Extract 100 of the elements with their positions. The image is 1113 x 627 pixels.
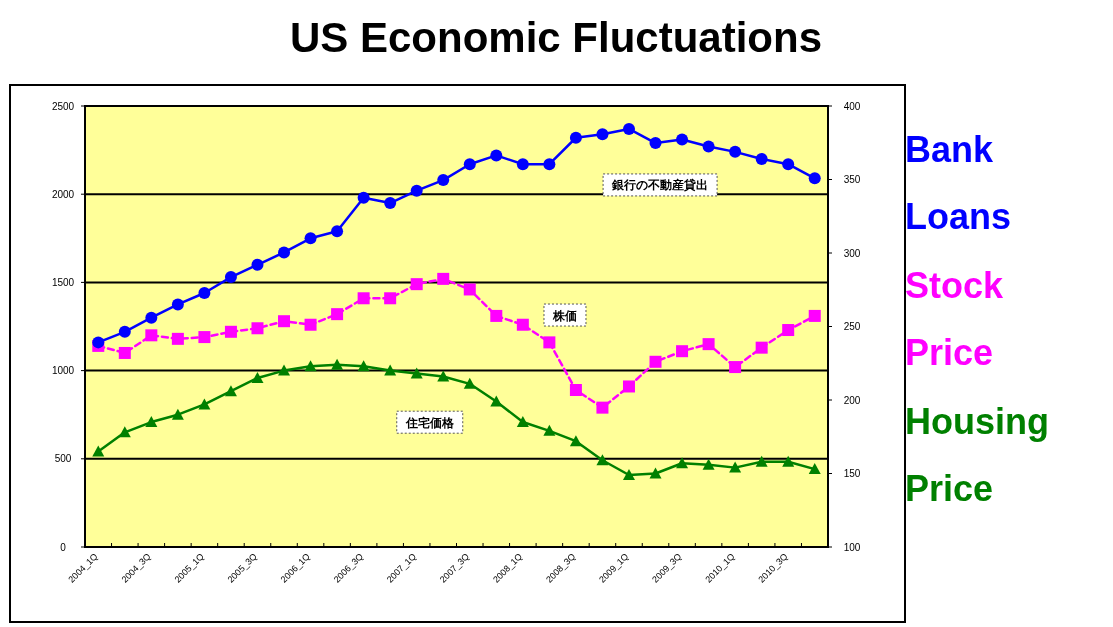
point [463,283,476,296]
point [543,424,556,436]
point [808,309,821,322]
point [304,232,317,245]
point [118,325,131,338]
point [384,197,397,210]
point [490,149,503,162]
point [516,318,529,331]
point [331,308,344,321]
y-tick-label: 1000 [51,365,75,377]
point [278,246,291,259]
point [384,292,397,305]
point [543,336,556,349]
point [729,361,742,374]
point [145,311,158,324]
point [649,355,662,368]
y2-tick-label: 200 [843,394,861,406]
point [622,468,635,480]
point [782,158,795,171]
point [702,338,715,351]
point [516,416,529,428]
y-tick-label: 500 [54,453,72,465]
point [782,324,795,337]
point [145,416,158,428]
y2-tick-label: 100 [843,541,861,553]
point [410,367,423,379]
point [782,455,795,467]
text: Stock Price [905,265,1005,373]
point [278,364,291,376]
point [331,358,344,370]
point [702,458,715,470]
point [437,370,450,382]
point [622,380,635,393]
point [729,145,742,158]
point [755,152,768,165]
point [649,467,662,479]
y-tick-label: 0 [60,541,67,553]
y-tick-label: 2000 [51,188,75,200]
point [357,191,370,204]
point [198,286,211,299]
point [622,122,635,135]
point [490,309,503,322]
point [331,225,344,238]
point [410,278,423,291]
point [198,398,211,410]
point [676,133,689,146]
point [755,455,768,467]
y-tick-label: 1500 [51,276,75,288]
point [145,329,158,342]
point [304,318,317,331]
point [304,360,317,372]
point [569,384,582,396]
point [808,172,821,185]
point [171,408,184,420]
point [171,298,184,311]
point [463,377,476,389]
point [676,345,689,358]
point [410,184,423,197]
point [676,457,689,469]
series-label: 株価 [551,308,577,323]
text: Housing Price [905,401,1049,509]
point [729,461,742,473]
chart-title: US Economic Fluctuations [289,14,823,61]
point [171,332,184,345]
point [118,346,131,359]
point [596,401,609,414]
point [437,272,450,285]
point [357,292,370,305]
point [251,371,264,383]
point [224,385,237,397]
point [463,158,476,171]
point [118,426,131,438]
y-tick-label: 2500 [51,100,75,112]
point [384,364,397,376]
text: Bank Loans [905,129,1012,237]
y2-tick-label: 150 [843,468,861,479]
point [357,360,370,372]
text: 銀行の不動産貸出 [611,178,709,193]
point [569,435,582,447]
y2-tick-label: 250 [843,321,861,332]
point [437,174,450,187]
point [224,271,237,284]
point [251,258,264,271]
point [543,158,556,171]
text: 住宅価格 [404,415,455,430]
point [516,158,529,171]
y2-tick-label: 400 [843,100,861,112]
point [251,322,264,335]
point [808,463,821,475]
point [596,454,609,466]
point [198,331,211,344]
point [649,137,662,150]
point [278,315,291,328]
point [92,445,105,457]
point [569,131,582,144]
y2-tick-label: 350 [843,174,861,185]
point [702,140,715,153]
point [755,341,768,354]
point [596,128,609,141]
y2-tick-label: 300 [843,247,861,259]
